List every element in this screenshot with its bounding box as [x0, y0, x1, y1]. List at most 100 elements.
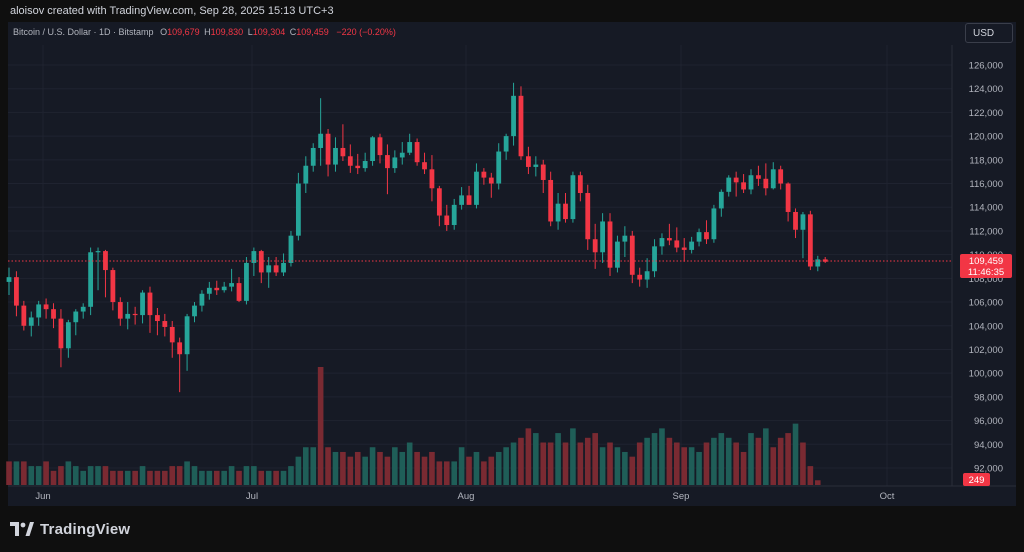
candle	[733, 177, 739, 183]
volume-bar	[132, 470, 138, 485]
volume-bar	[414, 451, 420, 485]
volume-bar	[228, 466, 235, 485]
volume-bar	[95, 466, 101, 485]
volume-bar	[740, 451, 747, 485]
volume-bar	[622, 451, 628, 485]
currency-button[interactable]: USD	[965, 23, 1013, 43]
y-tick-label: 100,000	[969, 369, 1003, 380]
y-tick-label: 106,000	[969, 298, 1003, 309]
y-tick-label: 96,000	[974, 416, 1003, 427]
volume-bar	[570, 428, 576, 485]
y-tick-label: 104,000	[969, 321, 1003, 332]
volume-bar	[221, 470, 227, 485]
volume-bar	[288, 466, 294, 485]
candle	[14, 277, 19, 306]
price-change: −220 (−0.20%)	[336, 27, 396, 37]
candle	[577, 175, 583, 194]
volume-bar	[340, 451, 346, 485]
high-label: H	[204, 27, 211, 37]
tradingview-logo[interactable]: TradingView	[10, 520, 130, 538]
y-tick-label: 114,000	[969, 203, 1003, 214]
candle	[555, 203, 561, 222]
candle	[511, 95, 516, 137]
volume-bar	[763, 428, 769, 485]
volume-bar	[525, 428, 532, 485]
candle	[696, 232, 702, 242]
candle	[147, 292, 153, 316]
close-label: C	[289, 27, 297, 37]
volume-bar	[406, 442, 413, 485]
volume-bar	[481, 461, 487, 485]
volume-bar	[540, 442, 547, 485]
candle	[140, 292, 145, 316]
volume-bar	[748, 433, 754, 485]
volume-bar	[265, 470, 272, 485]
y-tick-label: 118,000	[969, 155, 1003, 166]
candle	[288, 235, 294, 263]
candle	[377, 137, 383, 156]
volume-bar	[495, 451, 502, 485]
candle	[295, 183, 301, 236]
volume-bar	[755, 437, 762, 485]
volume-bar	[421, 456, 428, 485]
candle	[162, 321, 168, 327]
volume-bar	[466, 456, 472, 485]
volume-bar	[236, 470, 242, 485]
volume-bar	[213, 470, 220, 485]
volume-bar	[377, 451, 383, 485]
volume-bar	[562, 442, 569, 485]
volume-bar	[451, 461, 457, 485]
candle	[325, 133, 331, 165]
volume-bar	[510, 442, 517, 485]
candle	[704, 232, 709, 240]
x-tick-label: Jun	[35, 491, 50, 502]
candle	[652, 246, 657, 272]
tradingview-logo-icon	[10, 522, 34, 536]
volume-bar	[258, 470, 265, 485]
logo-text: TradingView	[40, 520, 131, 538]
candle	[563, 203, 568, 220]
top-bar: aloisov created with TradingView.com, Se…	[0, 0, 1024, 22]
volume-bar	[43, 461, 49, 485]
candle	[221, 286, 227, 291]
candle	[51, 309, 56, 319]
volume-bar	[295, 456, 302, 485]
candle	[748, 175, 754, 190]
volume-bar	[473, 451, 480, 485]
y-tick-label: 124,000	[969, 84, 1003, 95]
volume-bar	[325, 447, 331, 485]
volume-bar	[711, 437, 717, 485]
volume-bar	[458, 447, 465, 485]
candle	[6, 277, 12, 282]
y-tick-label: 116,000	[969, 179, 1003, 190]
candle	[481, 171, 487, 178]
volume-bar	[72, 466, 79, 485]
close-value: 109,459	[296, 27, 329, 37]
volume-bar	[614, 447, 621, 485]
volume-bar	[807, 466, 814, 485]
candle	[73, 311, 79, 323]
y-tick-label: 122,000	[969, 108, 1003, 119]
volume-bar	[273, 470, 279, 485]
candle	[103, 251, 108, 271]
candle	[281, 262, 286, 273]
y-tick-label: 112,000	[969, 226, 1003, 237]
y-tick-label: 120,000	[969, 132, 1003, 143]
candle	[244, 262, 249, 301]
volume-bar	[718, 433, 725, 485]
volume-bar	[555, 433, 561, 485]
candle	[340, 147, 346, 157]
volume-bar	[443, 461, 450, 485]
volume-bar	[392, 447, 398, 485]
candle	[355, 165, 361, 169]
volume-bar	[733, 442, 739, 485]
candle	[607, 221, 613, 268]
volume-bar	[814, 480, 821, 485]
volume-bar	[629, 456, 636, 485]
volume-bar	[436, 461, 443, 485]
candle	[318, 133, 324, 148]
volume-bar	[65, 461, 72, 485]
chart-credit: aloisov created with TradingView.com, Se…	[10, 5, 334, 17]
candle	[681, 247, 687, 250]
